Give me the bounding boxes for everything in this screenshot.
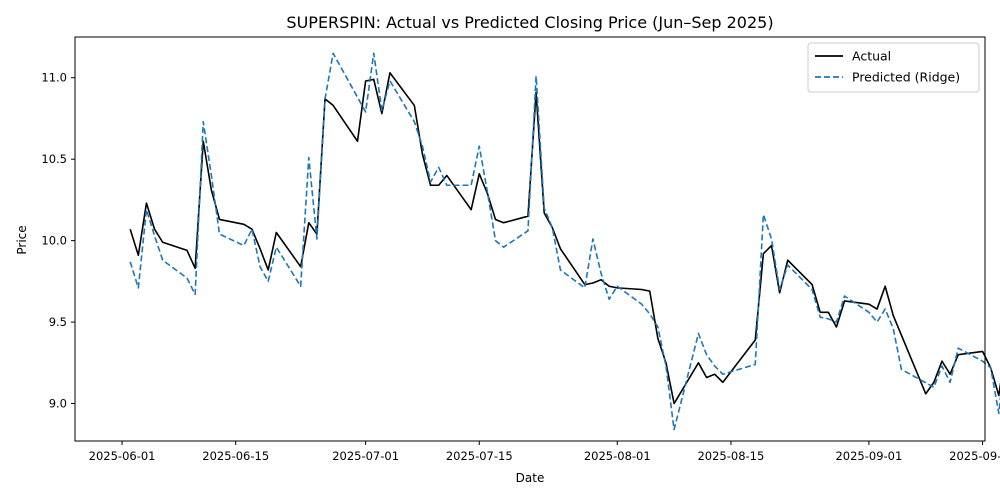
x-tick-label: 2025-09-15 <box>949 449 1000 463</box>
x-tick-label: 2025-09-01 <box>835 449 902 463</box>
x-axis-label: Date <box>516 471 545 485</box>
y-tick-label: 11.0 <box>41 71 67 85</box>
x-tick-label: 2025-06-01 <box>89 449 156 463</box>
x-tick-label: 2025-07-15 <box>446 449 513 463</box>
legend: Actual Predicted (Ridge) <box>808 43 979 92</box>
legend-frame <box>808 43 979 92</box>
x-tick-label: 2025-08-01 <box>584 449 651 463</box>
chart-title: SUPERSPIN: Actual vs Predicted Closing P… <box>286 13 773 32</box>
x-tick-label: 2025-07-01 <box>332 449 399 463</box>
y-tick-label: 10.5 <box>41 152 67 166</box>
x-tick-label: 2025-08-15 <box>697 449 764 463</box>
y-axis-label: Price <box>15 225 29 254</box>
y-tick-label: 9.5 <box>49 315 67 329</box>
y-tick-label: 10.0 <box>41 234 67 248</box>
legend-label-predicted: Predicted (Ridge) <box>852 70 960 85</box>
x-tick-label: 2025-06-15 <box>202 449 269 463</box>
legend-label-actual: Actual <box>852 49 891 64</box>
y-tick-label: 9.0 <box>49 397 67 411</box>
